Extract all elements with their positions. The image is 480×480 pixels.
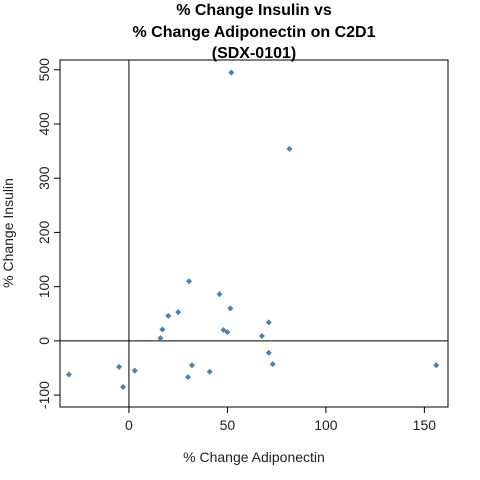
y-tick-label: -100 <box>36 381 52 409</box>
data-point <box>220 327 227 334</box>
data-point <box>228 69 235 76</box>
data-point <box>433 362 440 369</box>
x-tick-label: 100 <box>314 417 338 433</box>
x-tick-label: 50 <box>220 417 236 433</box>
data-point <box>186 278 193 285</box>
y-tick-label: 200 <box>36 221 52 245</box>
data-point <box>258 332 265 339</box>
chart-title-line-2: % Change Adiponectin on C2D1 <box>133 24 376 41</box>
data-point <box>227 305 234 312</box>
y-tick-label: 500 <box>36 58 52 82</box>
chart-title-line-3: (SDX-0101) <box>212 45 296 62</box>
y-tick-label: 100 <box>36 275 52 299</box>
data-point <box>265 319 272 326</box>
data-point <box>185 374 192 381</box>
x-axis: 0 50 100 150 <box>125 406 437 433</box>
plot-frame <box>59 59 449 408</box>
data-point <box>157 335 164 342</box>
data-point <box>206 368 213 375</box>
y-tick-label: 400 <box>36 112 52 136</box>
y-tick-label: 0 <box>36 337 52 345</box>
data-point <box>165 312 172 319</box>
chart-title-line-1: % Change Insulin vs <box>176 2 332 19</box>
data-point <box>188 362 195 369</box>
data-point <box>269 361 276 368</box>
data-point <box>116 363 123 370</box>
y-axis-label: % Change Insulin <box>0 178 16 288</box>
data-points <box>65 69 440 390</box>
chart-title: % Change Insulin vs % Change Adiponectin… <box>133 2 376 62</box>
data-point <box>216 291 223 298</box>
y-tick-label: 300 <box>36 166 52 190</box>
data-point <box>265 349 272 356</box>
data-point <box>224 329 231 336</box>
x-tick-label: 150 <box>413 417 437 433</box>
data-point <box>159 326 166 333</box>
data-point <box>175 309 182 316</box>
data-point <box>131 367 138 374</box>
x-tick-label: 0 <box>125 417 133 433</box>
y-axis: -100 0 100 200 300 400 500 <box>36 58 61 409</box>
data-point <box>120 383 127 390</box>
x-axis-label: % Change Adiponectin <box>183 449 325 465</box>
data-point <box>65 371 72 378</box>
data-point <box>286 145 293 152</box>
